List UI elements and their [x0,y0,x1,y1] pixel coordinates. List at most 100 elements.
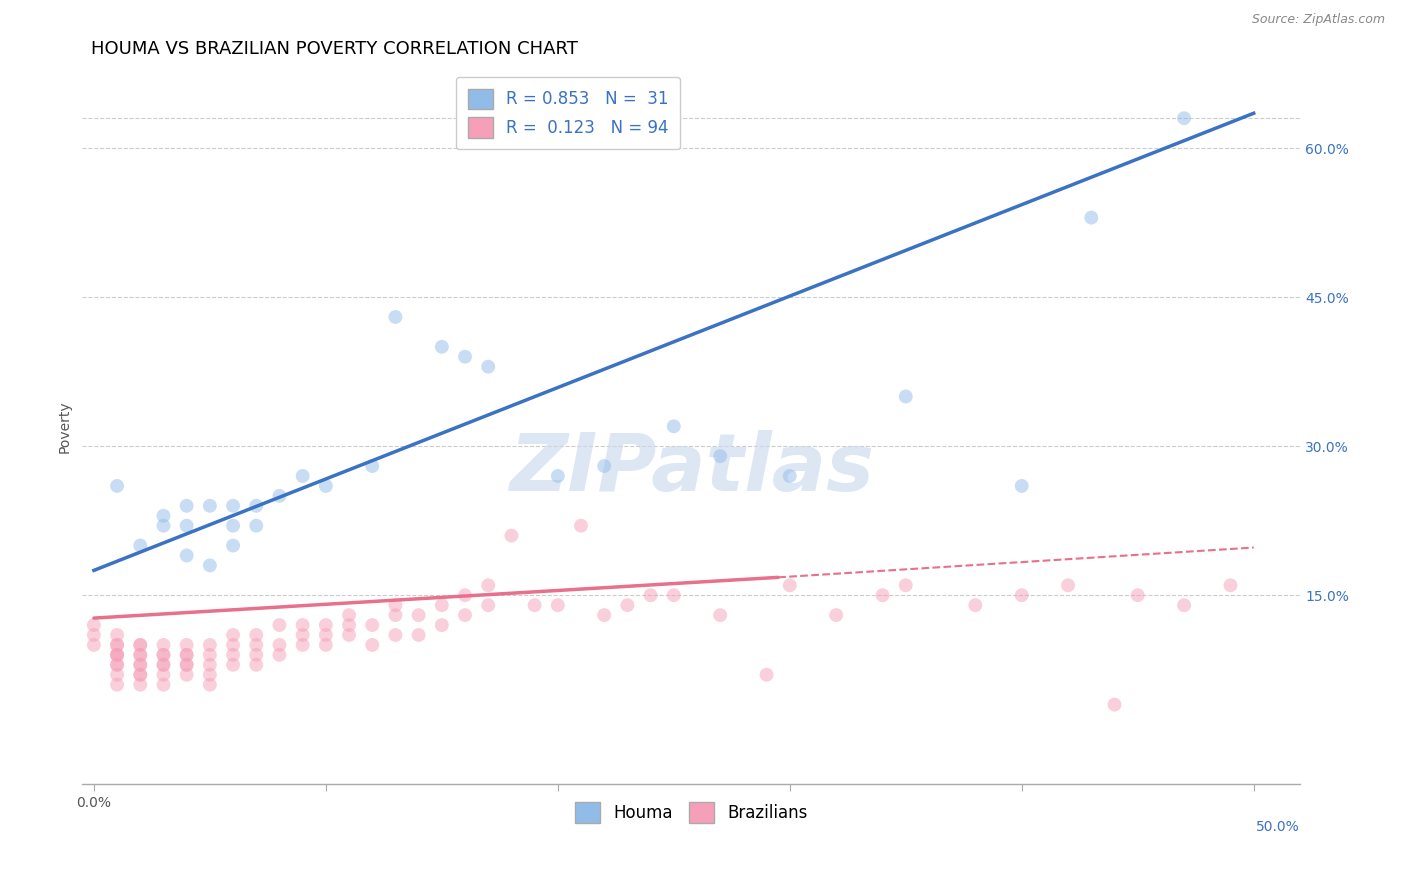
Point [1104,698,1126,712]
Point [152,657,174,672]
Text: ZIPatlas: ZIPatlas [509,430,873,508]
Point [1080,211,1102,225]
Point [1173,112,1195,126]
Point [129,667,152,681]
Point [269,638,291,652]
Point [454,350,477,364]
Point [593,458,616,473]
Point [105,648,128,662]
Point [129,638,152,652]
Point [105,638,128,652]
Point [523,598,546,612]
Point [152,518,174,533]
Point [176,549,198,563]
Point [408,608,430,623]
Point [291,618,314,632]
Point [825,608,848,623]
Point [222,628,245,642]
Point [269,489,291,503]
Point [709,449,731,463]
Point [152,678,174,692]
Point [569,518,592,533]
Point [245,657,267,672]
Point [176,648,198,662]
Point [105,638,128,652]
Point [894,578,917,592]
Point [1173,598,1195,612]
Point [222,518,245,533]
Point [222,539,245,553]
Point [872,588,894,602]
Point [245,638,267,652]
Point [152,638,174,652]
Point [105,648,128,662]
Point [105,657,128,672]
Point [152,508,174,523]
Point [129,667,152,681]
Point [105,628,128,642]
Point [198,678,221,692]
Point [198,667,221,681]
Point [361,458,384,473]
Point [662,588,685,602]
Point [129,648,152,662]
Point [477,359,499,374]
Point [430,598,453,612]
Legend: Houma, Brazilians: Houma, Brazilians [568,796,814,830]
Point [245,499,267,513]
Point [152,667,174,681]
Point [83,638,105,652]
Text: 50.0%: 50.0% [1257,820,1301,834]
Point [198,638,221,652]
Point [315,628,337,642]
Point [129,678,152,692]
Point [176,657,198,672]
Point [477,578,499,592]
Point [129,539,152,553]
Point [384,608,406,623]
Point [1126,588,1149,602]
Point [547,469,569,483]
Point [640,588,662,602]
Point [198,499,221,513]
Point [176,518,198,533]
Point [105,678,128,692]
Point [384,310,406,324]
Point [176,638,198,652]
Point [176,499,198,513]
Point [755,667,778,681]
Point [245,628,267,642]
Point [291,638,314,652]
Point [291,469,314,483]
Point [291,628,314,642]
Point [1011,479,1033,493]
Point [709,608,731,623]
Point [315,638,337,652]
Point [198,657,221,672]
Point [779,578,801,592]
Point [129,657,152,672]
Point [176,667,198,681]
Point [176,648,198,662]
Text: HOUMA VS BRAZILIAN POVERTY CORRELATION CHART: HOUMA VS BRAZILIAN POVERTY CORRELATION C… [91,40,578,58]
Point [105,479,128,493]
Point [269,618,291,632]
Point [222,648,245,662]
Point [245,518,267,533]
Point [129,638,152,652]
Point [454,588,477,602]
Point [315,479,337,493]
Point [361,638,384,652]
Point [105,657,128,672]
Point [245,648,267,662]
Point [105,667,128,681]
Point [361,618,384,632]
Point [384,598,406,612]
Point [501,528,523,542]
Point [1057,578,1080,592]
Point [662,419,685,434]
Point [894,389,917,403]
Point [430,340,453,354]
Point [83,628,105,642]
Y-axis label: Poverty: Poverty [58,400,72,452]
